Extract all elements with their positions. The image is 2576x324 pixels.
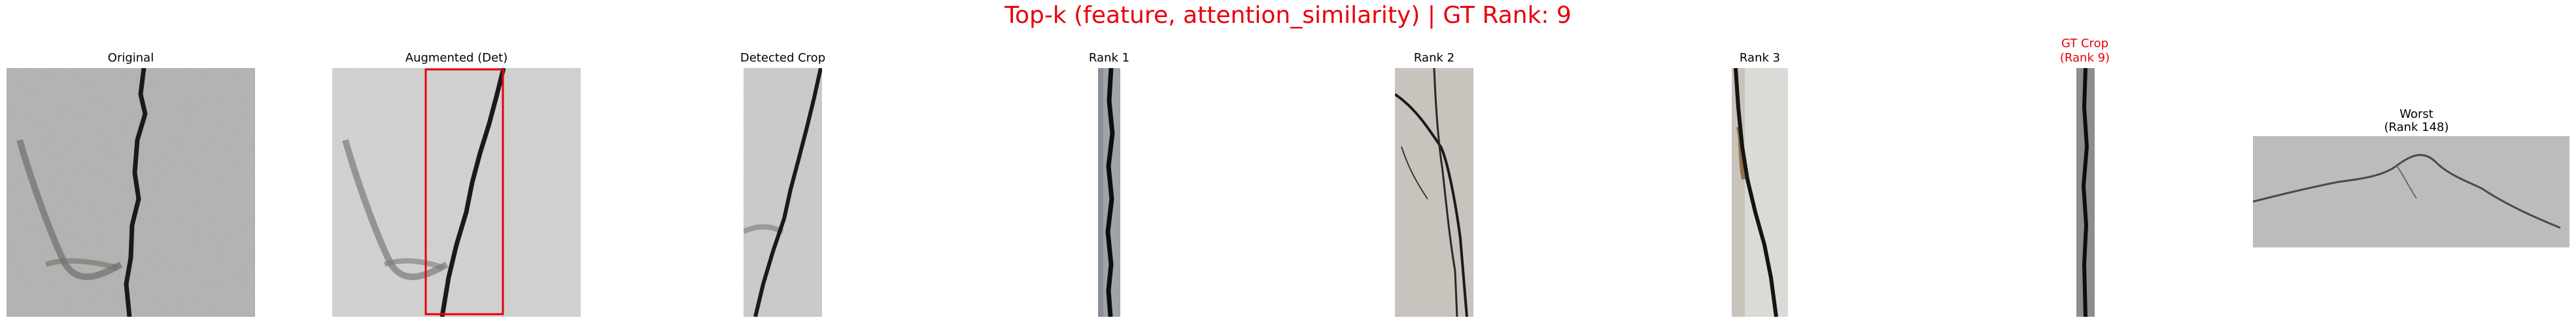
caption-gt-line2: (Rank 9) <box>2059 51 2110 65</box>
detection-box <box>424 68 504 315</box>
caption-augmented: Augmented (Det) <box>405 51 508 65</box>
detected-crop-image <box>744 68 822 317</box>
augmented-image <box>332 68 581 317</box>
caption-detected: Detected Crop <box>740 51 826 65</box>
caption-rank1: Rank 1 <box>1088 51 1130 65</box>
gt-crop-image <box>2076 68 2095 317</box>
worst-image <box>2253 136 2569 247</box>
caption-worst-line2: (Rank 148) <box>2384 120 2449 134</box>
rank2-image <box>1395 68 1473 317</box>
figure-title: Top-k (feature, attention_similarity) | … <box>1005 2 1571 29</box>
rank3-image <box>1732 68 1788 317</box>
caption-gt-line1: GT Crop <box>2061 37 2109 50</box>
caption-original: Original <box>107 51 154 65</box>
caption-rank3: Rank 3 <box>1739 51 1781 65</box>
original-image <box>7 68 255 317</box>
rank1-image <box>1098 68 1120 317</box>
caption-worst-line1: Worst <box>2399 107 2433 121</box>
caption-rank2: Rank 2 <box>1413 51 1455 65</box>
